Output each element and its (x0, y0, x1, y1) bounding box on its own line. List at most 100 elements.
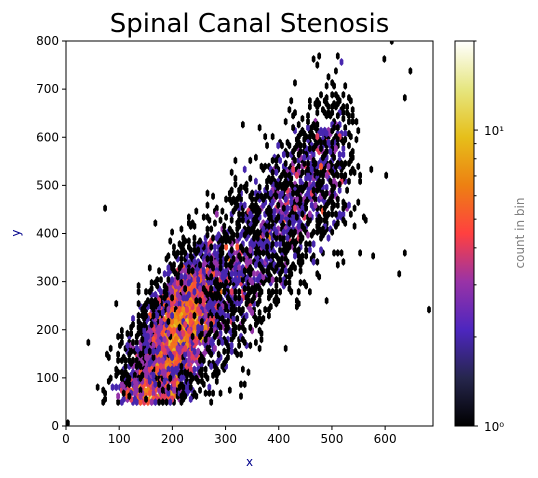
hexbin-cell (237, 251, 241, 260)
hexbin-cell (332, 183, 336, 192)
hexbin-cell (265, 231, 269, 240)
hexbin-cell (227, 260, 232, 269)
hexbin-cell (170, 275, 174, 284)
hexbin-cell (270, 275, 275, 284)
hexbin-cell (294, 195, 299, 204)
hexbin-cell (151, 353, 156, 362)
hexbin-cell (179, 278, 184, 287)
hexbin-cell (289, 198, 294, 207)
hexbin-cell (345, 102, 349, 111)
hexbin-cell (224, 254, 228, 263)
hexbin-cell (278, 156, 282, 165)
hexbin-cell (270, 251, 275, 260)
hexbin-cell (229, 245, 234, 254)
hexbin-cell (229, 269, 234, 278)
hexbin-cell (283, 159, 288, 168)
hexbin-cell (332, 153, 336, 162)
hexbin-cell (291, 189, 295, 198)
hexbin-cell (274, 240, 279, 248)
hexbin-cell (239, 183, 243, 192)
hexbin-cell (272, 296, 277, 305)
hexbin-cell (343, 219, 348, 228)
y-tick-label: 300 (36, 275, 59, 289)
hexbin-cell (298, 147, 303, 156)
hexbin-cell (172, 386, 176, 395)
hexbin-cell (270, 198, 275, 207)
y-tick-label: 400 (36, 227, 59, 241)
hexbin-cell (213, 368, 217, 377)
hexbin-cell (200, 323, 204, 332)
hexbin-cell (315, 102, 320, 111)
hexbin-cell (227, 225, 232, 234)
hexbin-cell (172, 248, 176, 257)
hexbin-cell (270, 168, 275, 177)
hexbin-cell (341, 90, 346, 99)
hexbin-cell (300, 210, 305, 219)
hexbin-cell (300, 257, 305, 266)
hexbin-cell (283, 266, 288, 275)
hexbin-cell (296, 287, 301, 296)
hexbin-cell (222, 234, 227, 242)
hexbin-cell (261, 314, 266, 323)
hexbin-cell (319, 90, 323, 99)
hexbin-cell (315, 132, 320, 141)
hexbin-cell (252, 240, 256, 248)
hexbin-cell (187, 272, 191, 281)
hexbin-cell (187, 243, 191, 251)
hexbin-cell (224, 278, 228, 287)
hexbin-cell (209, 362, 214, 371)
hexbin-cell (192, 287, 197, 296)
hexbin-cell (304, 204, 309, 213)
hexbin-cell (298, 231, 303, 240)
hexbin-cell (235, 225, 240, 234)
hexbin-cell (283, 278, 288, 287)
hexbin-cell (185, 305, 189, 314)
hexbin-cell (287, 278, 292, 287)
hexbin-cell (151, 341, 156, 350)
hexbin-cell (361, 213, 366, 222)
hexbin-cell (326, 138, 331, 147)
hexbin-cell (151, 389, 156, 398)
hexbin-cell (274, 168, 279, 177)
hexbin-cell (334, 222, 338, 231)
hexbin-cell (187, 326, 191, 335)
x-tick-label: 600 (374, 432, 397, 446)
hexbin-cell (352, 222, 357, 231)
hexbin-cell (347, 201, 351, 210)
hexbin-cell (306, 219, 310, 228)
hexbin-cell (287, 105, 292, 114)
hexbin-cell (205, 225, 210, 234)
hexbin-cell (237, 275, 241, 284)
hexbin-cell (226, 347, 230, 356)
hexbin-cell (214, 210, 219, 219)
hexbin-cell (270, 132, 275, 141)
hexbin-cell (170, 341, 174, 350)
hexbin-cell (198, 237, 202, 245)
hexbin-cell (254, 153, 258, 162)
hexbin-cell (330, 90, 335, 99)
hexbin-cell (263, 305, 268, 314)
hexbin-cell (298, 278, 303, 287)
hexbin-cell (291, 219, 295, 228)
hexbin-cell (308, 96, 312, 105)
hexbin-cell (136, 311, 141, 320)
hexbin-cell (116, 356, 120, 365)
hexbin-cell (265, 248, 269, 257)
hexbin-cell (335, 111, 340, 120)
hexbin-cell (255, 192, 260, 201)
hexbin-cell (322, 96, 327, 105)
hexbin-cell (319, 144, 323, 153)
hexbin-cell (153, 380, 158, 389)
hexbin-cell (164, 254, 169, 263)
hexbin-cell (229, 216, 234, 225)
hexbin-cell (172, 260, 176, 269)
hexbin-cell (226, 234, 230, 242)
hexbin-cell (201, 356, 206, 365)
hexbin-cell (322, 150, 327, 159)
hexbin-cell (187, 356, 191, 365)
hexbin-cell (177, 323, 182, 332)
hexbin-cell (330, 198, 335, 207)
hexbin-cell (330, 108, 335, 117)
hexbin-cell (298, 177, 303, 186)
hexbin-cell (181, 234, 186, 242)
